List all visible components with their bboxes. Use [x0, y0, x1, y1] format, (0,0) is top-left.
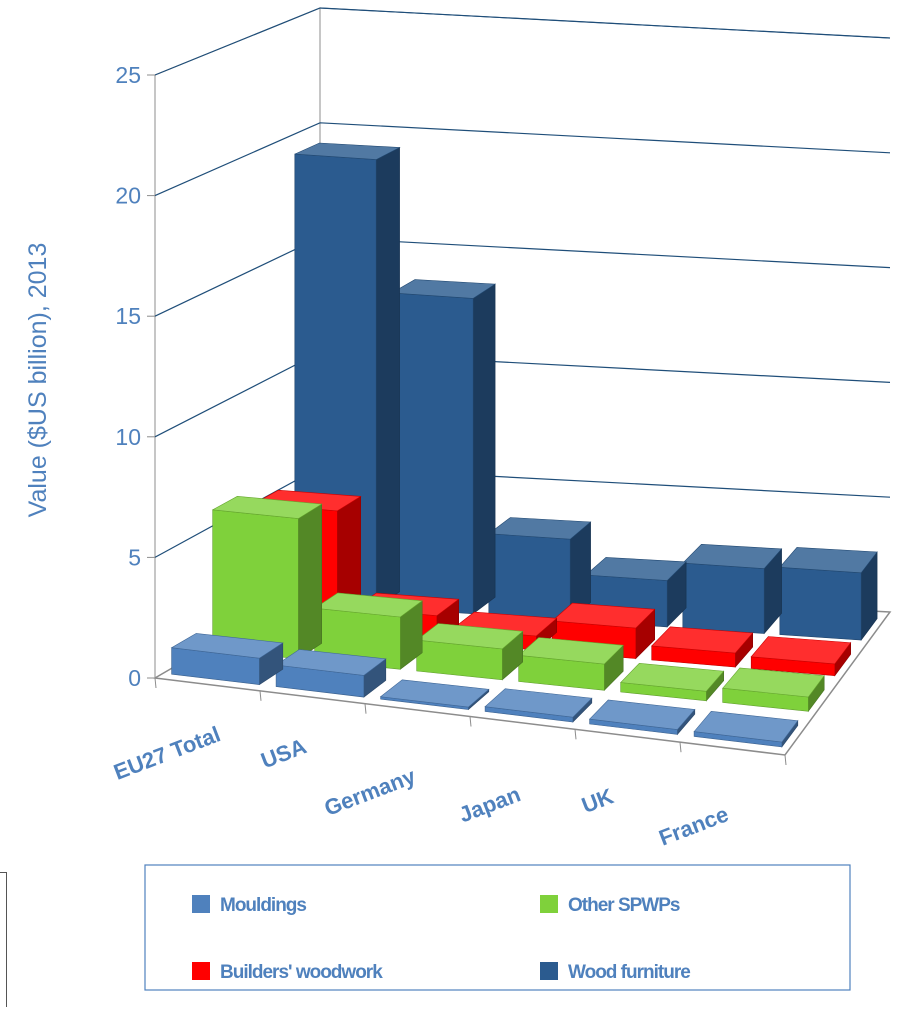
bar-mouldings-eu27-total: [170, 633, 284, 686]
bar-top: [651, 626, 754, 654]
legend-swatch-wood-furniture: [540, 962, 558, 980]
bar-top: [588, 699, 696, 730]
legend-label-wood-furniture: Wood furniture: [568, 962, 690, 983]
x-tick-label: UK: [578, 783, 617, 818]
bar-side: [472, 283, 496, 615]
bar-top: [750, 636, 852, 665]
x-tick-mark: [364, 703, 367, 714]
bar-builders-woodwork-france: [750, 636, 852, 677]
y-tick-label: 15: [115, 303, 141, 329]
x-tick-label: EU27 Total: [110, 721, 224, 784]
bar-top: [170, 633, 284, 659]
y-axis-title: Value ($US billion), 2013: [24, 243, 52, 518]
corner-mark: [0, 872, 7, 1007]
bar-mouldings-uk: [588, 699, 696, 736]
legend-box: [144, 864, 851, 991]
bar-front: [779, 566, 862, 641]
gridline: [154, 351, 891, 438]
x-tick-mark: [154, 677, 157, 689]
bars: [170, 142, 878, 748]
bar-top: [693, 710, 799, 743]
legend-swatch-other-spwps: [540, 895, 558, 913]
x-tick-label: Germany: [321, 763, 420, 821]
gridlines: [154, 7, 891, 558]
x-tick-mark: [679, 742, 682, 753]
bar-front: [488, 533, 571, 621]
x-tick-mark: [469, 716, 472, 727]
bar-top: [620, 662, 725, 692]
bar-top: [682, 543, 783, 569]
legend-label-other-spwps: Other SPWPs: [568, 895, 680, 916]
bar-top: [722, 667, 825, 698]
y-tick-label: 25: [115, 62, 141, 88]
bar-mouldings-japan: [484, 688, 593, 723]
bar-top: [294, 142, 401, 160]
bar-side: [375, 147, 400, 608]
bar-top: [415, 623, 524, 650]
gridline: [154, 236, 891, 317]
bar-mouldings-germany: [379, 679, 490, 711]
legend: Mouldings Other SPWPs Builders' woodwork Wo…: [144, 864, 851, 991]
bar-front: [391, 292, 474, 615]
bar-top: [484, 688, 593, 718]
bar-wood-furniture-usa: [390, 279, 497, 615]
x-tick-label: USA: [257, 733, 309, 773]
y-tick-label: 10: [115, 424, 141, 450]
bar-builders-woodwork-uk: [651, 626, 754, 668]
x-axis: EU27 Total USA Germany Japan UK France: [110, 721, 732, 850]
bar-top: [390, 279, 497, 299]
bar-top: [487, 517, 592, 540]
gridline: [154, 7, 891, 76]
bar-top: [313, 592, 424, 618]
x-tick-mark: [259, 690, 262, 701]
bar-other-spwps-uk: [620, 662, 725, 702]
legend-swatch-mouldings: [192, 895, 210, 913]
y-tick-label: 0: [128, 665, 141, 691]
y-tick-label: 5: [128, 544, 141, 570]
bar-top: [779, 547, 878, 574]
gridline: [154, 122, 891, 197]
bar-front: [682, 562, 765, 634]
bar-top: [211, 495, 323, 519]
y-axis: 0 5 10 15 20 25 Value ($US billion), 2013: [24, 62, 155, 691]
bar-top: [379, 679, 490, 708]
bar-top: [517, 637, 624, 665]
bar-mouldings-usa: [275, 649, 387, 698]
bar-top: [275, 649, 387, 676]
legend-label-mouldings: Mouldings: [220, 895, 306, 916]
x-tick-mark: [574, 729, 577, 740]
bar-side: [297, 503, 323, 660]
bar-wood-furniture-france: [779, 547, 878, 642]
bar-top: [551, 602, 656, 629]
x-tick-mark: [784, 754, 787, 766]
bar-mouldings-france: [693, 710, 799, 748]
x-tick-label: Japan: [455, 781, 523, 827]
bar-builders-woodwork-japan: [551, 602, 656, 660]
bar-other-spwps-japan: [517, 637, 624, 692]
x-tick-label: France: [655, 801, 731, 850]
bar-other-spwps-germany: [415, 623, 524, 681]
bar-wood-furniture-germany: [487, 517, 592, 622]
bar-wood-furniture-uk: [682, 543, 783, 635]
bar-other-spwps-eu27-total: [211, 495, 323, 660]
bar-top: [585, 557, 687, 581]
y-tick-label: 20: [115, 183, 141, 209]
legend-label-builders-woodwork: Builders' woodwork: [220, 962, 383, 983]
legend-swatch-builders-woodwork: [192, 962, 210, 980]
bar-other-spwps-france: [722, 667, 825, 713]
